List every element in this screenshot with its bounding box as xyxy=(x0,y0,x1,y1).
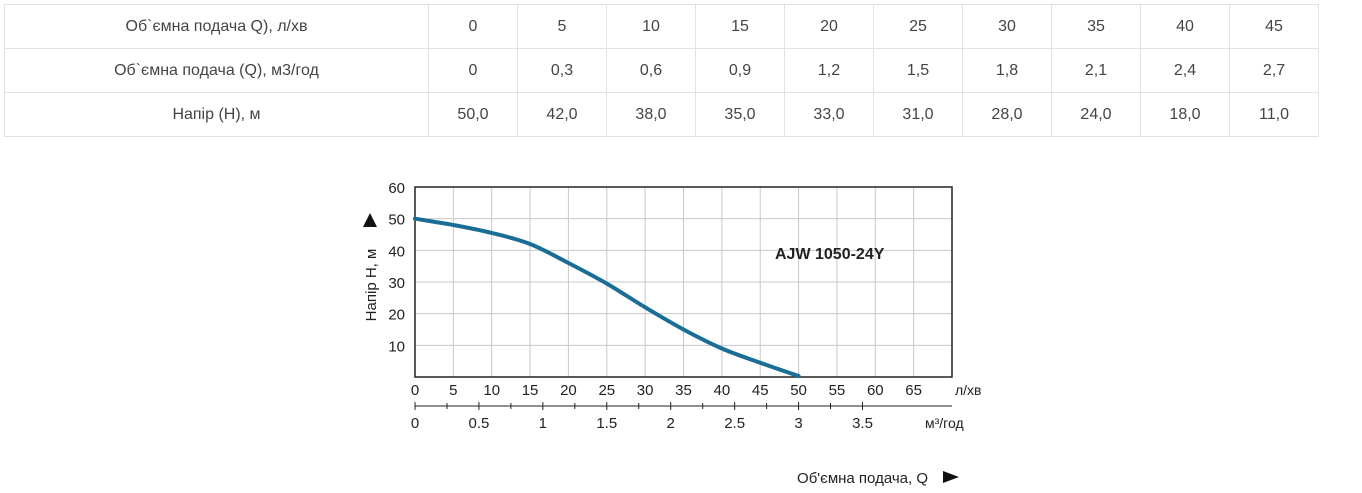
table-cell: 1,8 xyxy=(962,48,1052,93)
x-unit-label: л/хв xyxy=(955,382,982,398)
table-cell: 38,0 xyxy=(606,92,696,137)
table-cell: 31,0 xyxy=(873,92,963,137)
y-tick-label: 60 xyxy=(388,180,405,197)
table-cell: 0,6 xyxy=(606,48,696,93)
table-cell: 42,0 xyxy=(517,92,607,137)
table-cell: 20 xyxy=(784,4,874,49)
plot-frame xyxy=(414,186,953,378)
table-row: Об`ємна подача Q), л/хв 0 5 10 15 20 25 30 35 40 4… xyxy=(4,4,1319,49)
table-cell: 2,7 xyxy=(1229,48,1319,93)
y-tick-label: 20 xyxy=(388,307,405,324)
x-tick-label: 30 xyxy=(637,382,654,399)
row-label: Об`ємна подача Q), л/хв xyxy=(4,4,429,49)
x-tick-label: 65 xyxy=(905,382,922,399)
x2-tick-label: 3.5 xyxy=(852,415,873,432)
table-row: Напір (Н), м 50,0 42,0 38,0 35,0 33,0 31,0 28,0… xyxy=(4,92,1319,137)
x-tick-label: 0 xyxy=(411,382,419,399)
x-tick-label: 45 xyxy=(752,382,769,399)
pump-curve-line xyxy=(413,216,801,379)
x-tick-label: 5 xyxy=(449,382,457,399)
table-cell: 1,5 xyxy=(873,48,963,93)
table-cell: 24,0 xyxy=(1051,92,1141,137)
right-arrow-icon xyxy=(943,471,959,483)
x2-unit-label: м³/год xyxy=(925,415,964,431)
x-tick-label: 40 xyxy=(714,382,731,399)
table-cell: 0 xyxy=(428,4,518,49)
x-tick-label: 60 xyxy=(867,382,884,399)
x-tick-label: 10 xyxy=(483,382,500,399)
y-axis-label: Напір Н, м xyxy=(363,249,380,322)
x2-tick-label: 2.5 xyxy=(724,415,745,432)
x2-tick-label: 1 xyxy=(539,415,547,432)
table-cell: 1,2 xyxy=(784,48,874,93)
x-tick-label: 20 xyxy=(560,382,577,399)
table-cell: 0,9 xyxy=(695,48,785,93)
table-cell: 28,0 xyxy=(962,92,1052,137)
x2-tick-label: 0.5 xyxy=(468,415,489,432)
x-tick-label: 55 xyxy=(829,382,846,399)
x-tick-label: 50 xyxy=(790,382,807,399)
x-tick-label: 15 xyxy=(522,382,539,399)
x-axis-label: Об'ємна подача, Q xyxy=(797,470,928,487)
x2-tick-label: 3 xyxy=(794,415,802,432)
x-tick-label: 35 xyxy=(675,382,692,399)
performance-table: Об`ємна подача Q), л/хв 0 5 10 15 20 25 30 35 40 4… xyxy=(4,4,1319,137)
table-cell: 45 xyxy=(1229,4,1319,49)
y-tick-label: 10 xyxy=(388,338,405,355)
y-tick-label: 50 xyxy=(388,212,405,229)
y-tick-label: 30 xyxy=(388,275,405,292)
y-tick-label: 40 xyxy=(388,243,405,260)
chart-title: AJW 1050-24Y xyxy=(775,246,885,263)
up-arrow-icon xyxy=(363,213,377,227)
row-label: Напір (Н), м xyxy=(4,92,429,137)
table-cell: 11,0 xyxy=(1229,92,1319,137)
x2-tick-label: 0 xyxy=(411,415,419,432)
table-cell: 18,0 xyxy=(1140,92,1230,137)
table-cell: 50,0 xyxy=(428,92,518,137)
x2-tick-label: 1.5 xyxy=(596,415,617,432)
table-cell: 25 xyxy=(873,4,963,49)
table-row: Об`ємна подача (Q), м3/год 0 0,3 0,6 0,9 1,2 1… xyxy=(4,48,1319,93)
table-cell: 2,4 xyxy=(1140,48,1230,93)
x-tick-label: 25 xyxy=(598,382,615,399)
x2-tick-label: 2 xyxy=(667,415,675,432)
table-cell: 33,0 xyxy=(784,92,874,137)
table-cell: 30 xyxy=(962,4,1052,49)
table-cell: 35 xyxy=(1051,4,1141,49)
